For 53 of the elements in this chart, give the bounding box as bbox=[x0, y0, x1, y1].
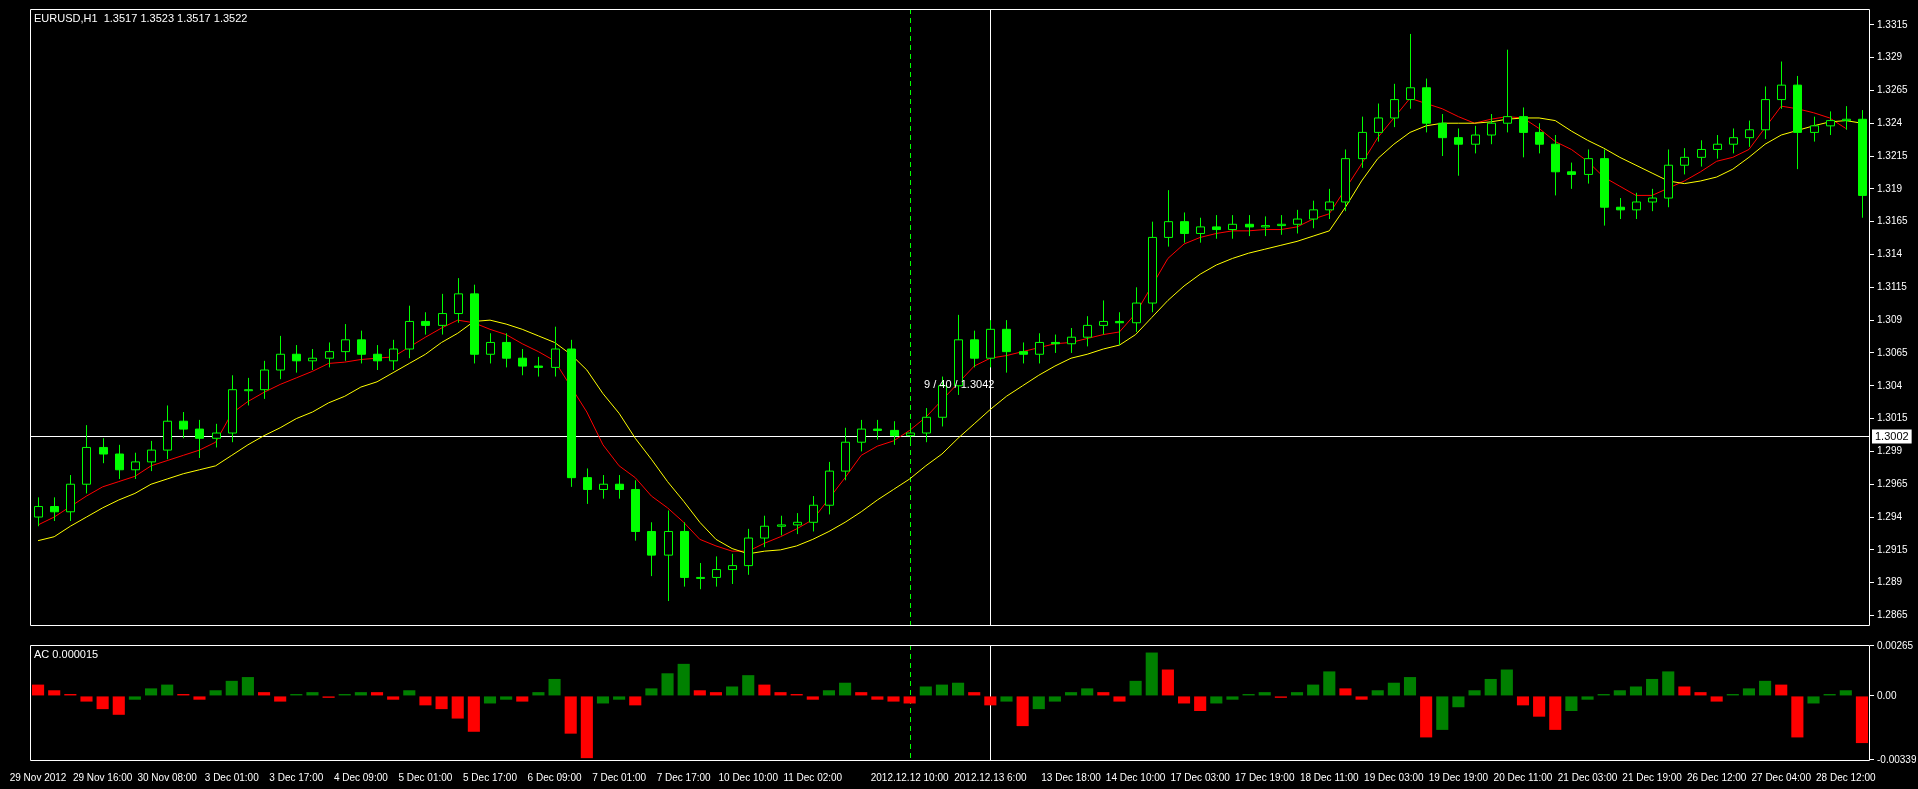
y-tick-label: 1.3015 bbox=[1877, 412, 1909, 424]
x-tick-label: 29 Nov 16:00 bbox=[72, 771, 133, 783]
chart-title: AC 0.000015 bbox=[34, 647, 99, 660]
y-tick-label: -0.00339 bbox=[1877, 753, 1917, 765]
y-tick-label: 0.00265 bbox=[1877, 639, 1914, 651]
x-tick-label: 28 Dec 12:00 bbox=[1816, 771, 1876, 783]
y-tick-label: 1.2965 bbox=[1877, 477, 1909, 489]
y-tick-label: 1.3215 bbox=[1877, 149, 1909, 161]
x-tick-label: 21 Dec 03:00 bbox=[1557, 771, 1618, 783]
x-tick-label: 6 Dec 09:00 bbox=[527, 771, 582, 783]
x-tick-label: 17 Dec 03:00 bbox=[1170, 771, 1231, 783]
y-tick-label: 1.299 bbox=[1877, 445, 1903, 457]
x-tick-label: 5 Dec 01:00 bbox=[398, 771, 453, 783]
x-tick-label: 30 Nov 08:00 bbox=[137, 771, 198, 783]
y-tick-label: 1.2915 bbox=[1877, 543, 1909, 555]
y-tick-label: 1.324 bbox=[1877, 116, 1903, 128]
x-tick-label: 29 Nov 2012 bbox=[9, 771, 67, 783]
x-tick-label: 14 Dec 10:00 bbox=[1105, 771, 1166, 783]
y-tick-label: 1.309 bbox=[1877, 313, 1903, 325]
y-tick-label: 1.319 bbox=[1877, 182, 1903, 194]
x-tick-label: 10 Dec 10:00 bbox=[718, 771, 779, 783]
x-tick-label: 11 Dec 02:00 bbox=[783, 771, 843, 783]
x-tick-label: 3 Dec 17:00 bbox=[269, 771, 324, 783]
x-tick-label: 20 Dec 11:00 bbox=[1493, 771, 1553, 783]
y-tick-label: 1.314 bbox=[1877, 248, 1903, 260]
x-tick-label: 18 Dec 11:00 bbox=[1299, 771, 1360, 783]
y-tick-label: 0.00 bbox=[1877, 689, 1897, 701]
x-tick-label: 5 Dec 17:00 bbox=[463, 771, 518, 783]
y-tick-label: 1.329 bbox=[1877, 51, 1903, 63]
x-tick-label: 2012.12.12 10:00 bbox=[870, 771, 950, 783]
y-tick-label: 1.3115 bbox=[1877, 281, 1908, 293]
x-tick-label: 19 Dec 19:00 bbox=[1428, 771, 1489, 783]
x-tick-label: 26 Dec 12:00 bbox=[1686, 771, 1747, 783]
y-tick-label: 1.3315 bbox=[1877, 18, 1909, 30]
y-tick-label: 1.304 bbox=[1877, 379, 1903, 391]
y-tick-label: 1.3265 bbox=[1877, 84, 1909, 96]
chart-title: EURUSD,H1 1.3517 1.3523 1.3517 1.3522 bbox=[34, 11, 248, 24]
x-tick-label: 4 Dec 09:00 bbox=[333, 771, 389, 783]
x-tick-label: 27 Dec 04:00 bbox=[1751, 771, 1812, 783]
x-tick-label: 21 Dec 19:00 bbox=[1622, 771, 1683, 783]
ref-line-label: 1.3002 bbox=[1875, 429, 1909, 442]
x-tick-label: 2012.12.13 6:00 bbox=[954, 771, 1027, 783]
y-tick-label: 1.3065 bbox=[1877, 346, 1909, 358]
x-tick-label: 13 Dec 18:00 bbox=[1041, 771, 1102, 783]
x-tick-label: 19 Dec 03:00 bbox=[1364, 771, 1425, 783]
x-tick-label: 7 Dec 17:00 bbox=[656, 771, 712, 783]
y-tick-label: 1.3165 bbox=[1877, 215, 1909, 227]
x-tick-label: 3 Dec 01:00 bbox=[204, 771, 260, 783]
y-tick-label: 1.289 bbox=[1877, 576, 1903, 588]
y-tick-label: 1.2865 bbox=[1877, 609, 1909, 621]
y-tick-label: 1.294 bbox=[1877, 510, 1903, 522]
x-tick-label: 7 Dec 01:00 bbox=[592, 771, 647, 783]
x-tick-label: 17 Dec 19:00 bbox=[1234, 771, 1295, 783]
